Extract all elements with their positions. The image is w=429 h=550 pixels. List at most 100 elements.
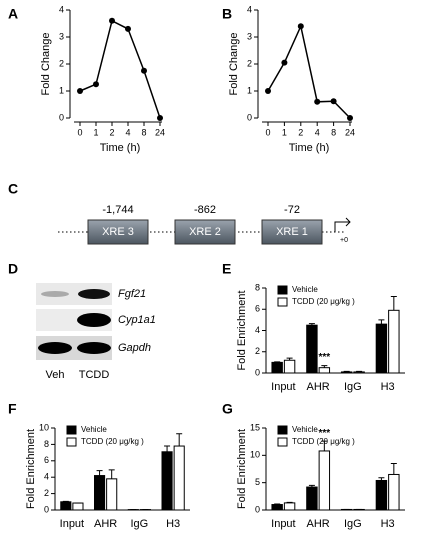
bar [161, 451, 173, 511]
legend-label: TCDD (20 μg/kg ) [292, 297, 355, 306]
y-tick-label: 5 [255, 477, 260, 487]
legend-label: Vehicle [292, 425, 318, 434]
x-tick-label: AHR [307, 518, 330, 530]
y-tick-label: 0 [255, 367, 260, 377]
bar [318, 367, 331, 374]
error-bar [286, 501, 293, 503]
x-tick-label: 1 [282, 127, 287, 137]
panel-letter: E [222, 261, 231, 277]
data-point [281, 59, 288, 66]
xre-box [261, 219, 323, 245]
x-tick-label: IgG [344, 381, 362, 393]
x-axis-label: Time (h) [100, 142, 141, 154]
y-tick-label: 4 [247, 4, 252, 14]
error-bar [108, 469, 115, 479]
error-bar [96, 470, 103, 476]
bar [72, 502, 84, 511]
y-axis-label: Fold Enrichment [25, 429, 37, 509]
y-axis-label: Fold Change [228, 33, 240, 96]
bar [375, 479, 388, 511]
x-tick-label: Input [60, 518, 84, 530]
y-axis-label: Fold Enrichment [236, 290, 248, 370]
x-tick-label: 2 [298, 127, 303, 137]
data-line [267, 23, 351, 119]
bar [283, 359, 296, 374]
y-tick-label: 4 [44, 472, 49, 482]
gel-band [78, 289, 110, 299]
legend-label: TCDD (20 μg/kg ) [292, 437, 355, 446]
legend-swatch [66, 437, 77, 447]
y-tick-label: 0 [247, 112, 252, 122]
panel-letter: F [8, 401, 17, 417]
panel-letter: C [8, 181, 18, 197]
bar [271, 361, 283, 374]
x-tick-label: AHR [307, 381, 330, 393]
xre-label: XRE 2 [189, 226, 221, 238]
x-tick-label: 24 [345, 127, 355, 137]
y-tick-label: 2 [59, 58, 64, 68]
legend-swatch [277, 437, 288, 447]
bar [271, 504, 283, 511]
y-tick-label: 8 [44, 439, 49, 449]
bar [388, 309, 400, 374]
legend-label: TCDD (20 μg/kg ) [81, 437, 144, 446]
data-point [157, 115, 163, 121]
bar [340, 371, 353, 374]
x-tick-label: Input [271, 381, 295, 393]
error-bar [356, 370, 363, 372]
error-bar [390, 463, 397, 475]
x-tick-label: 0 [77, 127, 82, 137]
x-tick-label: 24 [155, 127, 165, 137]
y-tick-label: 0 [255, 504, 260, 514]
y-tick-label: 1 [59, 85, 64, 95]
xre-box [87, 219, 149, 245]
error-bar [321, 440, 328, 451]
y-tick-label: 2 [247, 58, 252, 68]
xre-position: -1,744 [102, 204, 133, 216]
data-point [125, 25, 131, 32]
data-line [79, 19, 161, 119]
lane-label: Veh [46, 369, 65, 381]
band-label: Gapdh [118, 342, 151, 354]
panel-letter: G [222, 401, 233, 417]
bar [306, 486, 318, 511]
panel-letter: B [222, 6, 232, 22]
bar [353, 371, 365, 374]
legend-label: Vehicle [81, 425, 107, 434]
bar [388, 473, 400, 511]
y-tick-label: 8 [255, 282, 260, 292]
gel-band [77, 313, 111, 327]
y-tick-label: 6 [44, 455, 49, 465]
band-label: Fgf21 [118, 288, 146, 300]
y-tick-label: 10 [250, 450, 260, 460]
y-tick-label: 0 [44, 504, 49, 514]
gel-band [41, 291, 69, 297]
y-tick-label: 15 [250, 422, 260, 432]
y-axis-label: Fold Change [40, 33, 52, 96]
legend-swatch [277, 285, 288, 295]
x-tick-label: 1 [93, 127, 98, 137]
bar [375, 323, 388, 374]
x-tick-label: 2 [109, 127, 114, 137]
error-bar [343, 370, 350, 372]
panel-letter: D [8, 261, 18, 277]
error-bar [286, 357, 293, 361]
error-bar [390, 296, 397, 311]
bar [318, 450, 331, 511]
y-tick-label: 6 [255, 304, 260, 314]
x-tick-label: H3 [166, 518, 180, 530]
y-tick-label: 4 [255, 325, 260, 335]
gel-band [77, 342, 111, 354]
x-tick-label: 4 [315, 127, 320, 137]
data-point [314, 98, 321, 105]
bar [306, 324, 318, 374]
xre-box [174, 219, 236, 245]
error-bar [308, 323, 315, 326]
data-point [347, 115, 353, 121]
x-tick-label: IgG [344, 518, 362, 530]
y-tick-label: 2 [44, 488, 49, 498]
data-point [93, 81, 99, 88]
gel-bg [36, 283, 112, 305]
xre-position: -72 [284, 204, 300, 216]
y-tick-label: 10 [39, 422, 49, 432]
